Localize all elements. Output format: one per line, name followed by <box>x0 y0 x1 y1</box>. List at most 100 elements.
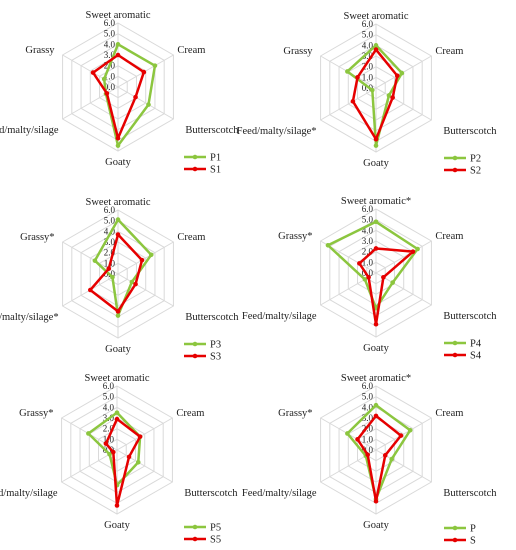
axis-spoke <box>375 417 432 451</box>
axis-label-grassy: Grassy <box>283 46 313 57</box>
data-point-s5 <box>103 441 109 446</box>
tick-label: 2.0 <box>104 248 116 258</box>
legend-label-p4: P4 <box>470 339 482 350</box>
data-point-s1 <box>141 69 147 75</box>
legend-marker <box>192 524 198 530</box>
data-point-s <box>373 413 379 419</box>
data-point-s4 <box>373 246 379 251</box>
axis-label-cream: Cream <box>435 231 463 242</box>
data-point-s5 <box>111 449 116 455</box>
axis-label-goaty: Goaty <box>363 520 389 531</box>
tick-label: 2.0 <box>362 424 374 434</box>
data-point-s4 <box>357 261 362 266</box>
axis-label-sweet-aromatic: Sweet aromatic* <box>341 196 411 207</box>
tick-label: 5.0 <box>362 30 374 40</box>
data-point-p <box>389 456 395 462</box>
data-point-p4 <box>415 246 420 252</box>
tick-label: 4.0 <box>104 226 116 236</box>
tick-label: 2.0 <box>103 424 115 434</box>
axis-label-goaty: Goaty <box>363 343 389 354</box>
axis-label-goaty: Goaty <box>105 344 131 355</box>
data-point-p3 <box>115 313 121 318</box>
data-point-s3 <box>87 287 93 293</box>
axis-label-butterscotch: Butterscotch <box>185 125 239 136</box>
tick-label: 4.0 <box>362 40 374 50</box>
data-point-p3 <box>148 252 154 258</box>
legend-marker <box>452 340 458 346</box>
data-point-s4 <box>410 249 416 254</box>
data-point-p2 <box>373 143 379 148</box>
data-point-s1 <box>133 94 138 100</box>
data-point-p1 <box>115 42 121 47</box>
axis-label-butterscotch: Butterscotch <box>443 311 497 322</box>
axis-spoke <box>117 273 174 307</box>
tick-label: 6.0 <box>362 204 374 214</box>
data-point-s3 <box>133 281 138 287</box>
tick-label: 0.0 <box>362 445 374 455</box>
data-point-p5 <box>114 410 120 415</box>
tick-label: 2.0 <box>362 62 374 72</box>
data-point-s3 <box>139 257 145 263</box>
legend-marker <box>192 154 198 160</box>
data-point-p <box>407 427 413 433</box>
tick-label: 5.0 <box>104 216 116 226</box>
data-point-s <box>355 437 360 442</box>
tick-label: 3.0 <box>104 237 116 247</box>
legend-label-s5: S5 <box>210 535 221 546</box>
tick-label: 2.0 <box>362 247 374 257</box>
axis-spoke <box>375 240 432 274</box>
data-point-p1 <box>115 143 121 148</box>
legend-label-p2: P2 <box>470 154 481 165</box>
tick-label: 0.0 <box>104 82 116 92</box>
tick-label: 5.0 <box>104 29 116 39</box>
tick-label: 4.0 <box>362 402 374 412</box>
tick-label: 6.0 <box>104 18 116 28</box>
legend-marker <box>192 166 198 172</box>
tick-label: 3.0 <box>362 236 374 246</box>
axis-label-feed-malty-silage: Feed/malty/silage <box>242 488 317 499</box>
legend: PS <box>444 524 476 547</box>
tick-label: 6.0 <box>104 205 116 215</box>
legend-marker <box>452 352 458 358</box>
legend-marker <box>192 353 198 359</box>
tick-label: 3.0 <box>362 413 374 423</box>
tick-label: 5.0 <box>103 392 115 402</box>
data-point-s2 <box>394 73 400 79</box>
axis-label-grassy: Grassy* <box>278 231 312 242</box>
legend-marker <box>452 525 458 531</box>
data-point-p2 <box>370 87 375 93</box>
tick-label: 4.0 <box>104 39 116 49</box>
axis-label-feed-malty-silage: Feed/malty/silage* <box>0 312 59 323</box>
axis-label-grassy: Grassy* <box>278 408 312 419</box>
legend-label-p1: P1 <box>210 153 221 164</box>
data-point-s5 <box>126 454 132 460</box>
legend-label-s: S <box>470 536 476 547</box>
data-point-p5 <box>135 459 141 465</box>
tick-label: 6.0 <box>362 381 374 391</box>
axis-spoke <box>375 87 432 121</box>
data-point-p1 <box>152 63 158 68</box>
axis-label-cream: Cream <box>435 46 463 57</box>
axis-label-grassy: Grassy* <box>20 232 54 243</box>
axis-label-sweet-aromatic: Sweet aromatic <box>343 11 408 22</box>
axis-label-feed-malty-silage: Feed/malty/silage* <box>237 126 317 137</box>
axis-label-grassy: Grassy* <box>19 408 53 419</box>
tick-label: 3.0 <box>104 50 116 60</box>
tick-label: 4.0 <box>103 402 115 412</box>
data-point-s1 <box>115 135 121 141</box>
data-point-p3 <box>92 258 98 263</box>
axis-label-sweet-aromatic: Sweet aromatic <box>85 197 150 208</box>
data-point-p5 <box>107 451 112 457</box>
axis-label-butterscotch: Butterscotch <box>185 312 239 323</box>
data-point-s <box>373 498 379 504</box>
data-point-p4 <box>373 219 379 225</box>
tick-label: 6.0 <box>103 381 115 391</box>
data-point-s2 <box>355 75 360 80</box>
data-point-s3 <box>115 232 121 237</box>
data-point-p3 <box>129 279 135 285</box>
